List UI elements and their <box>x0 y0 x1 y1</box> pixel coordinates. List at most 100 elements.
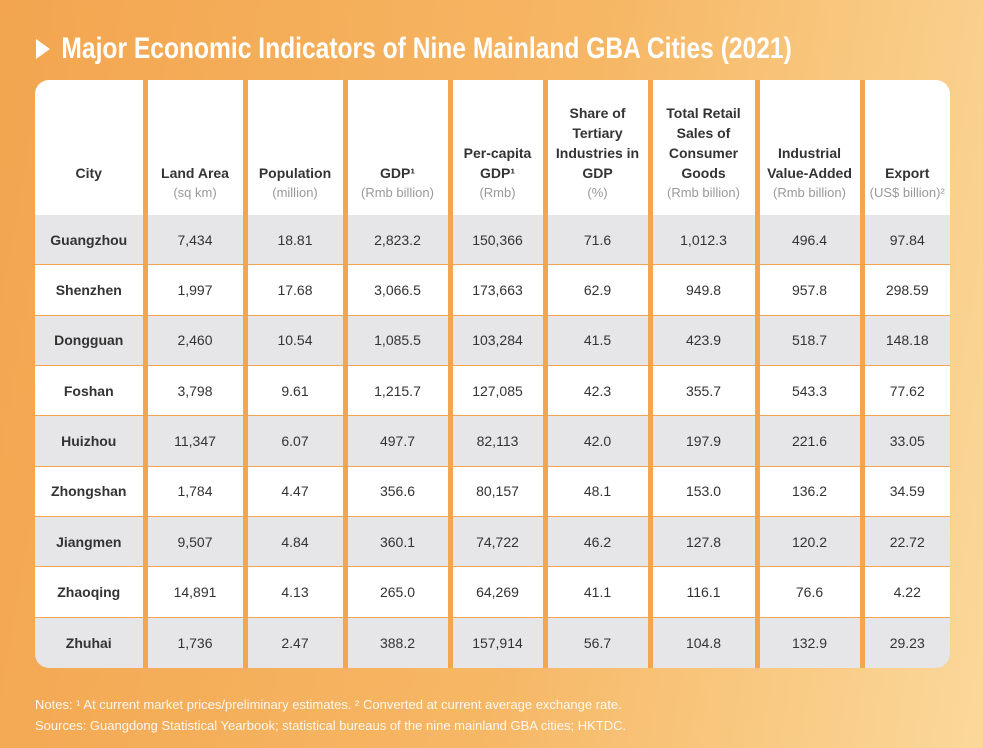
column-header: GDP¹ (Rmb billion) <box>347 80 448 215</box>
header-label: GDP¹ <box>380 165 415 181</box>
header-label: City <box>75 165 102 181</box>
data-cell: 6.07 <box>247 416 343 466</box>
data-cell: 103,284 <box>452 315 543 365</box>
data-cell: 62.9 <box>547 265 648 315</box>
header-unit: (Rmb billion) <box>361 185 434 200</box>
column-header: Population (million) <box>247 80 343 215</box>
data-cell: 17.68 <box>247 265 343 315</box>
data-cell: 97.84 <box>864 215 950 265</box>
column-header: Export (US$ billion)² <box>864 80 950 215</box>
row-label: Huizhou <box>35 416 143 466</box>
data-cell: 80,157 <box>452 466 543 516</box>
data-cell: 2,823.2 <box>347 215 448 265</box>
data-cell: 173,663 <box>452 265 543 315</box>
sources: Sources: Guangdong Statistical Yearbook;… <box>35 718 627 733</box>
arrow-icon <box>36 39 50 59</box>
title-block: Major Economic Indicators of Nine Mainla… <box>36 32 792 66</box>
data-cell: 42.3 <box>547 366 648 416</box>
data-cell: 497.7 <box>347 416 448 466</box>
header-unit: (sq km) <box>173 185 217 200</box>
data-cell: 77.62 <box>864 366 950 416</box>
data-cell: 2,460 <box>147 315 243 365</box>
data-cell: 356.6 <box>347 466 448 516</box>
data-cell: 9.61 <box>247 366 343 416</box>
row-label: Guangzhou <box>35 215 143 265</box>
data-cell: 949.8 <box>652 265 755 315</box>
data-cell: 136.2 <box>759 466 860 516</box>
row-label: Zhaoqing <box>35 567 143 617</box>
data-cell: 4.47 <box>247 466 343 516</box>
column-header: Share of Tertiary Industries in GDP (%) <box>547 80 648 215</box>
column-header: Total Retail Sales of Consumer Goods (Rmb… <box>652 80 755 215</box>
data-cell: 132.9 <box>759 617 860 668</box>
title: Major Economic Indicators of Nine Mainla… <box>61 32 792 65</box>
row-label: Dongguan <box>35 315 143 365</box>
row-label: Jiangmen <box>35 517 143 567</box>
data-cell: 120.2 <box>759 517 860 567</box>
data-cell: 957.8 <box>759 265 860 315</box>
data-cell: 518.7 <box>759 315 860 365</box>
header-label: Per-capita GDP¹ <box>463 145 532 181</box>
data-cell: 4.84 <box>247 517 343 567</box>
data-cell: 10.54 <box>247 315 343 365</box>
header-label: Industrial Value-Added <box>767 145 852 181</box>
data-cell: 355.7 <box>652 366 755 416</box>
header-label: Share of Tertiary Industries in GDP <box>555 105 640 181</box>
header-unit: (Rmb billion) <box>773 185 846 200</box>
column-header: Per-capita GDP¹ (Rmb) <box>452 80 543 215</box>
data-cell: 22.72 <box>864 517 950 567</box>
data-cell: 42.0 <box>547 416 648 466</box>
data-cell: 1,215.7 <box>347 366 448 416</box>
data-cell: 197.9 <box>652 416 755 466</box>
data-cell: 4.22 <box>864 567 950 617</box>
data-cell: 46.2 <box>547 517 648 567</box>
data-cell: 82,113 <box>452 416 543 466</box>
data-cell: 104.8 <box>652 617 755 668</box>
data-cell: 1,784 <box>147 466 243 516</box>
data-cell: 543.3 <box>759 366 860 416</box>
column-header: City <box>35 80 143 215</box>
table: City Guangzhou Shenzhen Dongguan Foshan Huizh… <box>35 80 950 668</box>
data-cell: 3,798 <box>147 366 243 416</box>
data-cell: 71.6 <box>547 215 648 265</box>
data-cell: 11,347 <box>147 416 243 466</box>
notes: Notes: ¹ At current market prices/prelim… <box>35 697 622 712</box>
data-cell: 14,891 <box>147 567 243 617</box>
data-cell: 1,997 <box>147 265 243 315</box>
data-cell: 127.8 <box>652 517 755 567</box>
header-label: Population <box>258 165 332 181</box>
row-label: Foshan <box>35 366 143 416</box>
data-cell: 1,012.3 <box>652 215 755 265</box>
data-cell: 33.05 <box>864 416 950 466</box>
data-cell: 148.18 <box>864 315 950 365</box>
data-cell: 76.6 <box>759 567 860 617</box>
data-cell: 41.1 <box>547 567 648 617</box>
data-cell: 265.0 <box>347 567 448 617</box>
data-cell: 9,507 <box>147 517 243 567</box>
row-label: Zhongshan <box>35 466 143 516</box>
data-cell: 7,434 <box>147 215 243 265</box>
data-cell: 41.5 <box>547 315 648 365</box>
header-unit: (million) <box>272 185 318 200</box>
data-cell: 1,736 <box>147 617 243 668</box>
data-cell: 1,085.5 <box>347 315 448 365</box>
data-cell: 116.1 <box>652 567 755 617</box>
data-cell: 153.0 <box>652 466 755 516</box>
row-label: Zhuhai <box>35 617 143 668</box>
header-label: Export <box>885 165 930 181</box>
data-cell: 221.6 <box>759 416 860 466</box>
data-cell: 3,066.5 <box>347 265 448 315</box>
header-label: Total Retail Sales of Consumer Goods <box>666 105 741 181</box>
header-label: Land Area <box>161 165 229 181</box>
row-label: Shenzhen <box>35 265 143 315</box>
data-cell: 150,366 <box>452 215 543 265</box>
header-unit: (US$ billion)² <box>869 185 945 200</box>
data-cell: 4.13 <box>247 567 343 617</box>
header-unit: (Rmb billion) <box>667 185 740 200</box>
data-cell: 298.59 <box>864 265 950 315</box>
header-unit: (%) <box>587 185 608 200</box>
data-cell: 56.7 <box>547 617 648 668</box>
data-cell: 423.9 <box>652 315 755 365</box>
data-cell: 2.47 <box>247 617 343 668</box>
